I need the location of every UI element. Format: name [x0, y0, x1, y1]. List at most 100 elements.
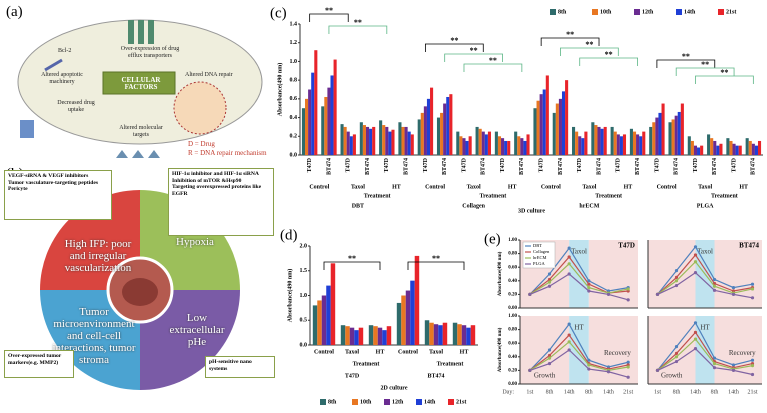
- bar: [359, 122, 363, 155]
- bar: [308, 89, 312, 155]
- y-tick-label: 1.4: [290, 21, 298, 27]
- point: [674, 275, 679, 279]
- y-tick-label: 0.60: [508, 341, 517, 346]
- bar: [407, 131, 411, 155]
- growth-phase: [520, 316, 570, 384]
- growth-phase: [648, 316, 696, 384]
- bar: [396, 302, 402, 345]
- x-tick-label: BT474: [712, 158, 718, 175]
- point: [626, 360, 630, 364]
- y-tick-label: 1.0: [290, 59, 298, 65]
- point: [567, 340, 571, 344]
- quadrant-ifp: [40, 190, 140, 290]
- series-line: [657, 253, 753, 295]
- bar: [326, 285, 331, 345]
- bar: [757, 140, 762, 155]
- point: [626, 287, 630, 291]
- phase-label: Growth: [661, 372, 683, 380]
- legend-swatch: [718, 9, 724, 15]
- legend-swatch: [384, 399, 390, 405]
- bar: [330, 75, 334, 155]
- bar: [581, 138, 585, 155]
- series-line: [529, 273, 629, 301]
- dna-repair-text: Altered DNA repair: [185, 72, 233, 78]
- x-tick-label: Control: [398, 349, 418, 355]
- x-prefix: Day:: [502, 389, 514, 395]
- treatment-label: Control: [425, 184, 445, 190]
- x-tick-label: BT474: [635, 158, 641, 175]
- legend-label: 10th: [600, 9, 612, 15]
- bar: [446, 96, 450, 155]
- x-tick-label: BT474: [674, 158, 680, 175]
- series-line: [657, 245, 753, 295]
- significance-bracket: [579, 57, 639, 66]
- point: [674, 351, 679, 355]
- strategy-box: pH-sensitive nano systems: [205, 356, 275, 378]
- bar: [358, 327, 364, 345]
- significance-bracket: [695, 75, 754, 84]
- legend-label: hrECM: [533, 255, 547, 260]
- point: [626, 375, 630, 379]
- bar: [461, 325, 467, 345]
- bar: [680, 103, 684, 155]
- point: [626, 298, 630, 302]
- phase-label: Taxol: [571, 248, 587, 256]
- legend-label: 12th: [642, 9, 654, 15]
- quadrant-label: Low extracellular pHe: [169, 312, 225, 348]
- x-tick-label: 8th: [546, 389, 554, 395]
- bar: [436, 117, 441, 155]
- y-tick-label: 0.80: [508, 328, 517, 333]
- x-tick-label: T47D: [307, 157, 313, 172]
- point: [750, 358, 755, 362]
- x-tick-label: T47D: [654, 157, 660, 172]
- bar: [385, 126, 389, 155]
- bar: [642, 131, 646, 155]
- panel-label: (d): [280, 227, 298, 243]
- point: [587, 289, 591, 293]
- legend-label: 10th: [360, 399, 372, 405]
- bar: [484, 134, 488, 155]
- bar: [520, 138, 524, 155]
- bar: [613, 131, 617, 155]
- point: [712, 362, 717, 366]
- point: [547, 272, 552, 276]
- bar: [449, 94, 453, 155]
- y-tick-label: 0.20: [508, 293, 517, 298]
- treatment-group-label: Treatment: [711, 193, 738, 199]
- treatment-label: Control: [541, 184, 561, 190]
- y-tick-label: 1.00: [508, 238, 517, 243]
- point: [712, 288, 717, 292]
- point: [567, 255, 571, 259]
- point: [626, 365, 630, 369]
- x-tick-label: HT: [460, 349, 469, 355]
- strategy: Tumor vasculature-targeting peptides: [8, 179, 99, 186]
- bar: [424, 320, 430, 345]
- strategy: Over-expressed tumor markers(e.g. MMP2): [8, 353, 62, 366]
- legend-swatch: [448, 399, 454, 405]
- bar: [693, 145, 698, 155]
- point: [587, 363, 591, 367]
- treatment-label: Taxol: [698, 184, 712, 190]
- bar: [457, 324, 462, 345]
- bar: [462, 138, 466, 155]
- bar: [748, 140, 752, 155]
- legend-label: DBT: [533, 243, 542, 248]
- y-tick-label: 0.0: [290, 152, 298, 158]
- x-tick-label: BT474: [596, 158, 602, 175]
- treatment-label: Taxol: [582, 184, 596, 190]
- bar: [719, 143, 723, 155]
- point: [731, 368, 736, 372]
- point: [693, 347, 698, 351]
- treatment-group-label: Treatment: [480, 193, 507, 199]
- x-tick-label: BT474: [442, 158, 448, 175]
- bar: [401, 295, 406, 345]
- bar: [349, 327, 355, 345]
- bar: [405, 290, 411, 345]
- significance-bracket: [444, 53, 503, 62]
- x-tick-label: Taxol: [345, 349, 359, 355]
- bar: [619, 136, 623, 155]
- point: [547, 348, 552, 352]
- x-tick-label: 8th: [711, 389, 719, 395]
- point: [528, 292, 532, 296]
- significance-bracket: [309, 13, 349, 22]
